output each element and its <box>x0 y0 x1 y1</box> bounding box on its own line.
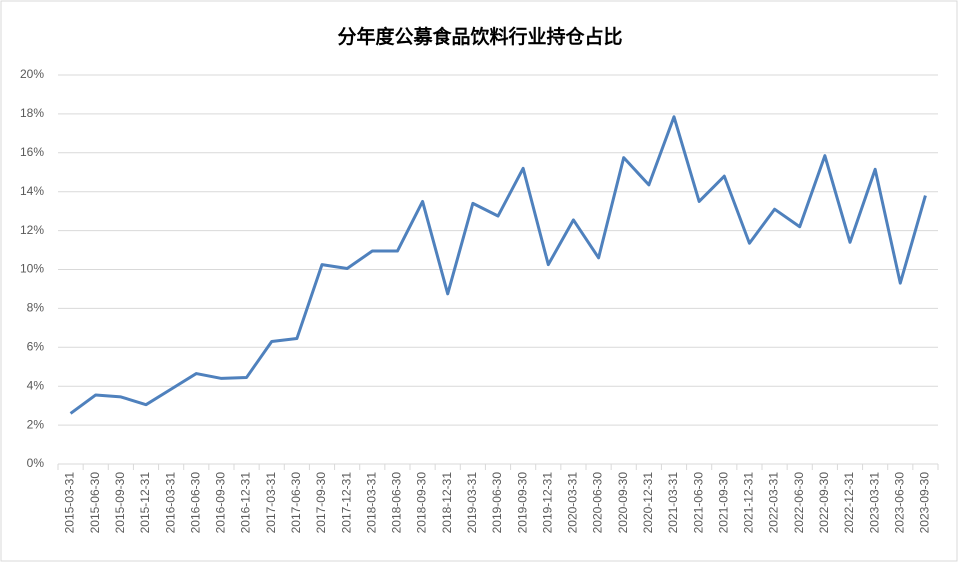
x-tick-label: 2023-06-30 <box>892 472 906 534</box>
x-tick-label: 2021-09-30 <box>716 472 730 534</box>
x-tick-label: 2016-03-31 <box>163 472 177 534</box>
y-tick-label: 10% <box>20 262 44 276</box>
x-tick-label: 2019-06-30 <box>490 472 504 534</box>
y-tick-label: 6% <box>27 339 45 353</box>
x-tick-label: 2018-12-31 <box>440 472 454 534</box>
x-tick-label: 2021-03-31 <box>666 472 680 534</box>
x-tick-label: 2023-09-30 <box>918 472 932 534</box>
x-tick-label: 2015-12-31 <box>138 472 152 534</box>
x-tick-label: 2016-06-30 <box>188 472 202 534</box>
y-tick-label: 12% <box>20 223 44 237</box>
x-tick-label: 2021-06-30 <box>691 472 705 534</box>
y-tick-label: 2% <box>27 417 45 431</box>
x-tick-label: 2017-03-31 <box>264 472 278 534</box>
y-tick-label: 0% <box>27 456 45 470</box>
x-tick-label: 2020-06-30 <box>591 472 605 534</box>
x-tick-label: 2018-09-30 <box>415 472 429 534</box>
y-tick-label: 8% <box>27 301 45 315</box>
x-tick-label: 2022-12-31 <box>842 472 856 534</box>
x-tick-label: 2019-12-31 <box>540 472 554 534</box>
x-tick-label: 2017-12-31 <box>339 472 353 534</box>
x-tick-label: 2018-06-30 <box>390 472 404 534</box>
x-tick-label: 2020-09-30 <box>616 472 630 534</box>
y-tick-label: 18% <box>20 106 44 120</box>
y-tick-label: 4% <box>27 378 45 392</box>
x-tick-label: 2017-09-30 <box>314 472 328 534</box>
x-tick-label: 2018-03-31 <box>364 472 378 534</box>
x-tick-label: 2015-03-31 <box>63 472 77 534</box>
x-tick-label: 2019-03-31 <box>465 472 479 534</box>
x-tick-label: 2020-12-31 <box>641 472 655 534</box>
x-tick-label: 2015-06-30 <box>88 472 102 534</box>
x-tick-label: 2016-12-31 <box>239 472 253 534</box>
x-tick-label: 2020-03-31 <box>566 472 580 534</box>
x-tick-label: 2021-12-31 <box>742 472 756 534</box>
y-tick-label: 16% <box>20 145 44 159</box>
x-tick-label: 2017-06-30 <box>289 472 303 534</box>
chart-title: 分年度公募食品饮料行业持仓占比 <box>337 25 622 48</box>
x-tick-label: 2022-06-30 <box>792 472 806 534</box>
y-tick-label: 20% <box>20 67 44 81</box>
x-tick-label: 2015-09-30 <box>113 472 127 534</box>
line <box>69 115 927 415</box>
x-tick-label: 2023-03-31 <box>867 472 881 534</box>
y-tick-label: 14% <box>20 184 44 198</box>
x-tick-label: 2019-09-30 <box>515 472 529 534</box>
x-tick-label: 2022-09-30 <box>817 472 831 534</box>
x-tick-label: 2016-09-30 <box>214 472 228 534</box>
x-tick-label: 2022-03-31 <box>767 472 781 534</box>
